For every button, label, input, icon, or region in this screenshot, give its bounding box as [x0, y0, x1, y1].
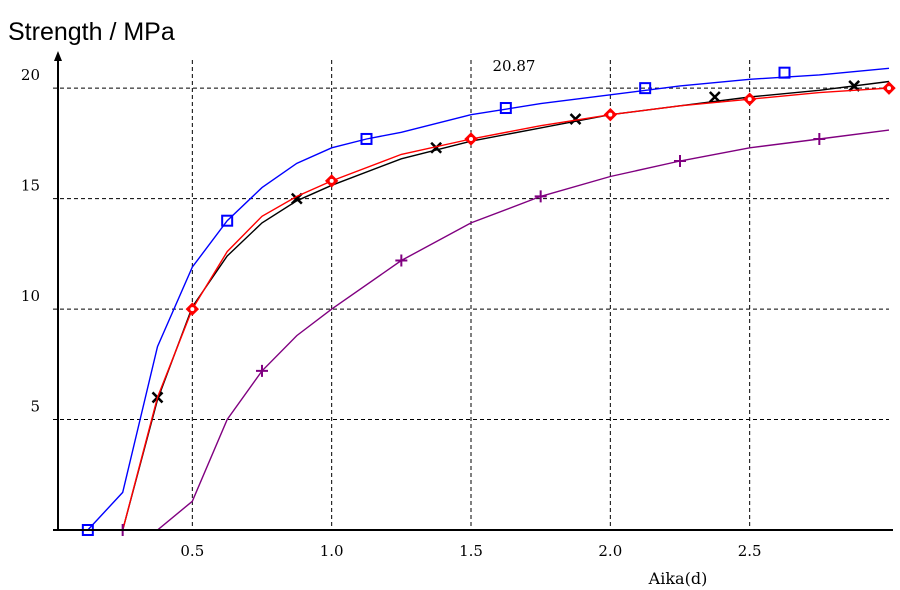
- annotation-layer: 20.87: [493, 57, 536, 75]
- series-1: [53, 66, 890, 536]
- data-point-x: [430, 141, 443, 154]
- data-point-diamond-center: [190, 307, 195, 312]
- x-tick-label: 1.5: [459, 542, 483, 560]
- data-point-plus: [813, 132, 826, 145]
- data-point-square: [778, 66, 791, 79]
- data-point-diamond-center: [747, 97, 752, 102]
- y-tick-label: 10: [21, 287, 40, 305]
- data-point-plus: [395, 254, 408, 267]
- series-line: [53, 67, 890, 531]
- data-point-diamond-center: [608, 112, 613, 117]
- series-layer: [53, 66, 896, 536]
- data-point-x: [848, 80, 861, 92]
- data-point-square: [221, 214, 234, 227]
- series-4: [53, 129, 890, 536]
- y-tick-label: 15: [21, 177, 40, 195]
- y-tick-label: 5: [30, 398, 40, 416]
- series-line: [53, 87, 890, 531]
- axis-layer: [53, 51, 893, 531]
- x-tick-label: 1.0: [320, 542, 344, 560]
- data-point-plus: [256, 364, 268, 377]
- tick-layer: 0.5 1.0 1.5 2.0 2.5 5 10 15 20: [21, 66, 762, 560]
- x-tick-label: 2.5: [738, 542, 762, 560]
- data-point-diamond-center: [469, 136, 473, 141]
- data-point-x: [708, 91, 721, 103]
- data-point-square: [499, 102, 512, 115]
- data-point-square: [639, 82, 652, 95]
- data-point-plus: [674, 155, 686, 168]
- series-3: [53, 81, 896, 531]
- data-point-diamond-center: [329, 178, 334, 183]
- y-axis-arrow: [54, 51, 62, 61]
- series-line: [53, 129, 890, 531]
- data-point-square: [360, 132, 373, 145]
- data-point-diamond-center: [887, 86, 891, 91]
- annotation-value: 20.87: [493, 57, 536, 75]
- y-tick-label: 20: [21, 66, 40, 84]
- x-tick-label: 0.5: [180, 542, 204, 560]
- x-axis-label: Aika(d): [648, 569, 708, 588]
- data-point-plus: [534, 190, 547, 203]
- data-point-x: [569, 113, 582, 125]
- x-tick-label: 2.0: [598, 542, 622, 560]
- chart-title: Strength / MPa: [8, 18, 175, 46]
- grid-layer: [53, 60, 889, 530]
